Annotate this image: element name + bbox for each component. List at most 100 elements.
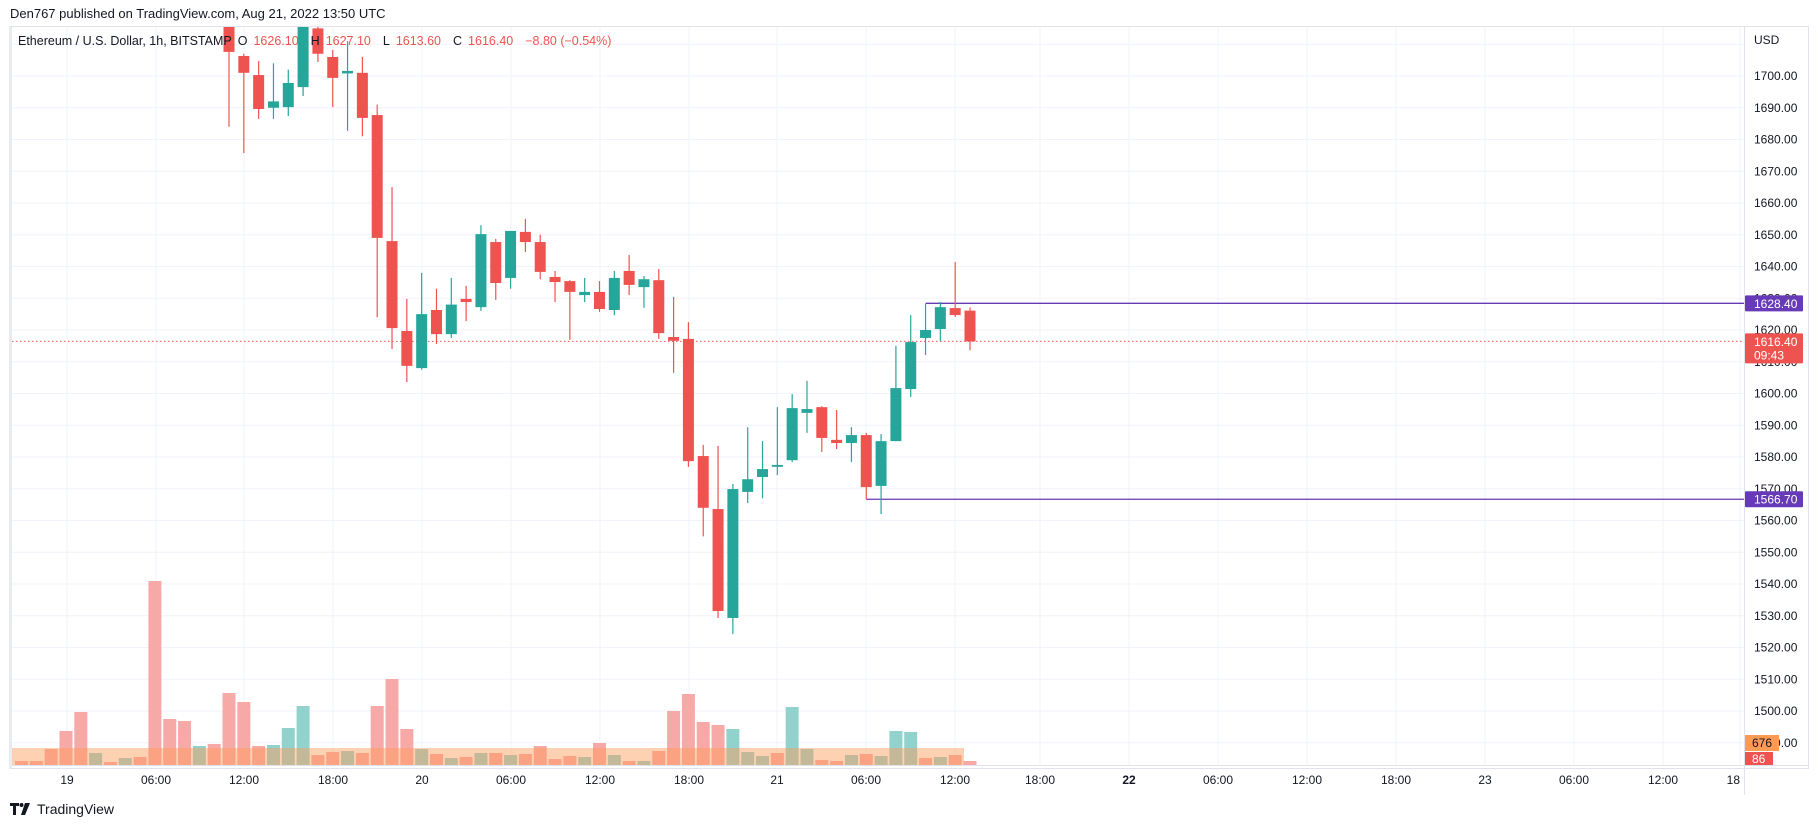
candle xyxy=(475,225,487,311)
candle xyxy=(623,255,635,296)
candle-body xyxy=(801,409,813,413)
volume-bar xyxy=(444,758,458,765)
tradingview-brand[interactable]: TradingView xyxy=(37,801,115,817)
time-tick-label: 06:00 xyxy=(1559,773,1589,787)
candle-body xyxy=(312,28,324,54)
candle-body xyxy=(831,439,843,444)
upper-level-badge-text: 1628.40 xyxy=(1754,297,1798,311)
volume-bar xyxy=(474,753,488,765)
price-tick-label: 1660.00 xyxy=(1754,196,1798,210)
candle xyxy=(223,27,235,127)
symbol-title[interactable]: Ethereum / U.S. Dollar, 1h, BITSTAMP xyxy=(18,34,232,48)
price-tick-label: 1520.00 xyxy=(1754,641,1798,655)
price-tick-label: 1540.00 xyxy=(1754,577,1798,591)
candle xyxy=(594,281,605,312)
candle xyxy=(253,61,265,119)
volume-bar xyxy=(237,702,251,765)
volume-bar xyxy=(904,732,918,765)
candle xyxy=(860,432,872,499)
time-tick-label: 18:00 xyxy=(1025,773,1055,787)
candle-body xyxy=(386,241,398,329)
volume-bar xyxy=(429,754,443,765)
candle-body xyxy=(430,309,442,335)
symbol-legend: Ethereum / U.S. Dollar, 1h, BITSTAMP O 162… xyxy=(18,34,617,48)
time-tick-label: 18:00 xyxy=(1381,773,1411,787)
candle xyxy=(238,53,250,154)
candle-body xyxy=(534,242,546,272)
volume-bar xyxy=(637,761,651,765)
volume-bar xyxy=(15,761,29,765)
candle-body xyxy=(490,242,502,284)
volume-bar xyxy=(192,746,206,765)
candle-body xyxy=(964,310,976,342)
candle-body xyxy=(401,330,413,366)
candle xyxy=(816,406,828,452)
candle xyxy=(801,380,813,433)
volume-bar xyxy=(800,749,814,765)
candle xyxy=(356,56,368,137)
volume-bar xyxy=(785,707,799,765)
volume-bar xyxy=(44,749,58,765)
price-axis[interactable]: USD 1700.00 1690.00 1680.00 1670.00 1660.00 16… xyxy=(1745,33,1803,766)
grid-lines xyxy=(12,27,1744,765)
candle xyxy=(786,394,798,463)
candle-body xyxy=(297,27,309,88)
volume-bar xyxy=(59,731,73,765)
candle-body xyxy=(267,101,279,108)
candle-body xyxy=(697,456,709,508)
candle-body xyxy=(327,56,339,78)
time-tick-label: 12:00 xyxy=(585,773,615,787)
candle xyxy=(386,187,398,350)
last-price-badge xyxy=(1745,333,1803,364)
candle xyxy=(845,427,857,463)
candle-body xyxy=(623,270,635,285)
candle-body xyxy=(934,307,946,330)
volume-bar xyxy=(103,762,117,765)
volume-bar xyxy=(370,706,384,765)
volume-bar xyxy=(459,757,473,765)
candle xyxy=(505,230,517,289)
time-tick-label: 18 xyxy=(1727,773,1741,787)
volume-bar xyxy=(518,754,532,765)
volume-bar xyxy=(652,751,666,765)
candle xyxy=(653,269,665,339)
candle xyxy=(668,296,680,373)
volume-bar xyxy=(607,755,621,765)
candle xyxy=(267,63,279,119)
candle-body xyxy=(875,441,887,486)
volume-bar xyxy=(281,728,295,765)
volume-badge xyxy=(1745,752,1773,765)
volume-bar xyxy=(741,752,755,765)
upper-level-badge xyxy=(1745,295,1803,312)
volume-bar xyxy=(874,756,888,765)
candle xyxy=(490,238,502,300)
time-tick-label: 23 xyxy=(1478,773,1492,787)
candle-body xyxy=(223,27,235,52)
volume-bar xyxy=(133,757,147,765)
volume-bar xyxy=(89,753,103,765)
candle-body xyxy=(742,479,754,492)
time-axis[interactable]: 19 06:00 12:00 18:00 20 06:00 12:00 18:00 21 06:0… xyxy=(60,773,1740,787)
candle-body xyxy=(771,464,783,467)
candle xyxy=(875,434,887,515)
ohlc-high: H 1627.10 xyxy=(310,34,371,48)
candle xyxy=(949,262,961,317)
volume-bar xyxy=(563,756,577,765)
price-tick-label: 1680.00 xyxy=(1754,133,1798,147)
candle-body xyxy=(712,509,724,611)
candle-body xyxy=(786,408,798,461)
candle xyxy=(608,270,620,316)
price-tick-label: 1700.00 xyxy=(1754,69,1798,83)
price-axis-currency: USD xyxy=(1754,33,1780,47)
ohlc-close: C 1616.40 xyxy=(453,34,514,48)
volume-bar xyxy=(963,761,977,765)
candle-body xyxy=(608,277,620,310)
candle-body xyxy=(727,489,739,618)
volume-bar xyxy=(933,757,947,765)
candle-body xyxy=(653,280,665,334)
plot-area xyxy=(12,27,1744,765)
volume-bar xyxy=(711,725,725,765)
volume-bar xyxy=(355,753,369,765)
volume-bar xyxy=(919,758,933,765)
